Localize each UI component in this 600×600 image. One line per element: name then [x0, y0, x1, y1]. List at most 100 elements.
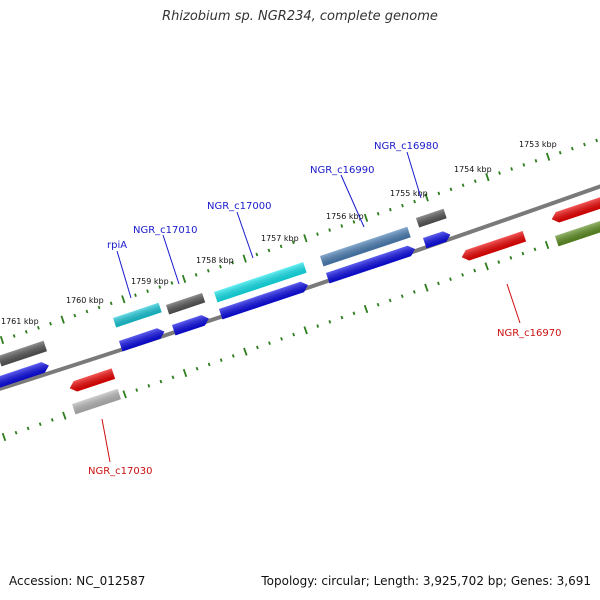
lower-track-minor-tick [533, 247, 537, 252]
gene-feature-gray-1 [0, 340, 48, 367]
lower-track-minor-tick [292, 332, 296, 337]
upper-track-minor-tick [279, 244, 283, 249]
upper-track-major-tick [121, 295, 126, 304]
upper-track-major-tick [424, 193, 429, 202]
cds-feature-ngr-c17010 [172, 315, 209, 336]
upper-track-minor-tick [449, 187, 453, 192]
gene-label-ngr-c17030: NGR_c17030 [88, 466, 153, 477]
kbp-label-1760: 1760 kbp [66, 296, 104, 305]
upper-track-major-tick [545, 152, 551, 161]
upper-track-minor-tick [73, 313, 77, 318]
lower-track-minor-tick [50, 418, 54, 422]
upper-track-minor-tick [498, 171, 501, 175]
lower-track-minor-tick [352, 311, 356, 316]
upper-track-minor-tick [401, 203, 404, 208]
lower-track-minor-tick [207, 362, 211, 367]
kbp-label-1755: 1755 kbp [390, 189, 428, 198]
upper-track-minor-tick [37, 325, 40, 330]
lower-track-minor-tick [26, 426, 30, 431]
lower-track-minor-tick [400, 294, 404, 299]
upper-track-major-tick [60, 315, 65, 324]
lower-track-minor-tick [231, 354, 235, 358]
upper-track-minor-tick [328, 228, 332, 232]
lower-track-minor-tick [461, 273, 464, 277]
gene-feature-red-ngr-c17030 [69, 368, 116, 392]
lower-track-minor-tick [316, 324, 320, 328]
kbp-label-1761: 1761 kbp [1, 317, 39, 326]
cds-feature-rpia [119, 328, 165, 352]
lower-track-minor-tick [280, 337, 283, 341]
cds-feature-gray-ngr-c17030 [72, 388, 122, 415]
kbp-label-1754: 1754 kbp [454, 165, 492, 174]
gene-label-ngr-c16970: NGR_c16970 [497, 328, 562, 339]
callout-ngr-c16990 [340, 174, 365, 228]
lower-track-minor-tick [340, 315, 344, 320]
genome-summary-text: Topology: circular; Length: 3,925,702 bp… [261, 574, 591, 588]
upper-track-major-tick [0, 335, 5, 345]
lower-track-major-tick [424, 283, 429, 292]
cds-feature-ngr-c16990 [326, 245, 415, 284]
gene-label-ngr-c17010: NGR_c17010 [133, 225, 198, 236]
upper-track-minor-tick [340, 224, 344, 228]
lower-track-minor-tick [521, 251, 525, 256]
lower-track-major-tick [1, 432, 7, 442]
gene-feature-rpia [113, 302, 162, 328]
lower-track-minor-tick [497, 260, 501, 264]
upper-track-minor-tick [473, 179, 477, 183]
map-title: Rhizobium sp. NGR234, complete genome [162, 9, 438, 24]
lower-track-minor-tick [159, 379, 163, 384]
upper-track-minor-tick [461, 183, 465, 188]
kbp-label-1758: 1758 kbp [196, 256, 234, 265]
lower-track-minor-tick [219, 358, 223, 363]
lower-track-minor-tick [171, 375, 175, 380]
lower-track-major-tick [303, 326, 308, 335]
gene-label-ngr-c17000: NGR_c17000 [207, 201, 272, 212]
gene-feature-ngr-c16970 [461, 231, 527, 261]
kbp-label-1759: 1759 kbp [131, 277, 169, 286]
upper-track-minor-tick [437, 191, 441, 196]
lower-track-minor-tick [437, 281, 440, 286]
gene-feature-ngr-c16980 [416, 208, 447, 228]
lower-track-minor-tick [135, 388, 139, 392]
upper-track-minor-tick [583, 142, 586, 147]
upper-track-minor-tick [109, 301, 113, 306]
lower-track-major-tick [243, 347, 248, 356]
upper-track-minor-tick [376, 211, 380, 216]
upper-track-minor-tick [12, 334, 16, 338]
callout-ngr-c17030 [101, 418, 111, 463]
gene-features [0, 196, 600, 415]
upper-track-major-tick [485, 173, 490, 182]
kbp-label-1753: 1753 kbp [519, 140, 557, 149]
lower-track-major-tick [62, 411, 67, 420]
gene-label-ngr-c16990: NGR_c16990 [310, 165, 375, 176]
gene-feature-ngr-c17010 [166, 292, 206, 315]
lower-track-minor-tick [449, 277, 452, 281]
lower-track-minor-tick [38, 422, 42, 427]
upper-track-minor-tick [388, 207, 392, 212]
upper-track-minor-tick [316, 232, 319, 236]
upper-track-minor-tick [267, 248, 271, 253]
upper-track-major-tick [363, 213, 369, 222]
lower-track-minor-tick [509, 255, 513, 260]
callout-ngr-c16970 [506, 283, 521, 324]
upper-track-minor-tick [255, 252, 259, 257]
lower-track-major-tick [182, 368, 188, 378]
cds-feature-ngr-c17000 [219, 281, 308, 320]
upper-track-minor-tick [194, 273, 198, 277]
upper-track-minor-tick [49, 321, 52, 326]
upper-track-minor-tick [146, 289, 149, 293]
upper-track-minor-tick [219, 264, 222, 269]
upper-track-major-tick [242, 254, 247, 263]
upper-track-minor-tick [134, 293, 137, 298]
upper-track-minor-tick [170, 281, 174, 285]
lower-track-minor-tick [412, 290, 416, 294]
upper-track-minor-tick [206, 268, 210, 273]
callout-ngr-c17010 [162, 234, 180, 285]
lower-track-minor-tick [147, 383, 151, 388]
lower-track-minor-tick [473, 268, 477, 273]
lower-track-minor-tick [388, 298, 392, 303]
gene-feature-ngr-c16990 [320, 226, 411, 267]
lower-track-major-tick [122, 390, 127, 399]
lower-track-major-tick [544, 240, 550, 250]
